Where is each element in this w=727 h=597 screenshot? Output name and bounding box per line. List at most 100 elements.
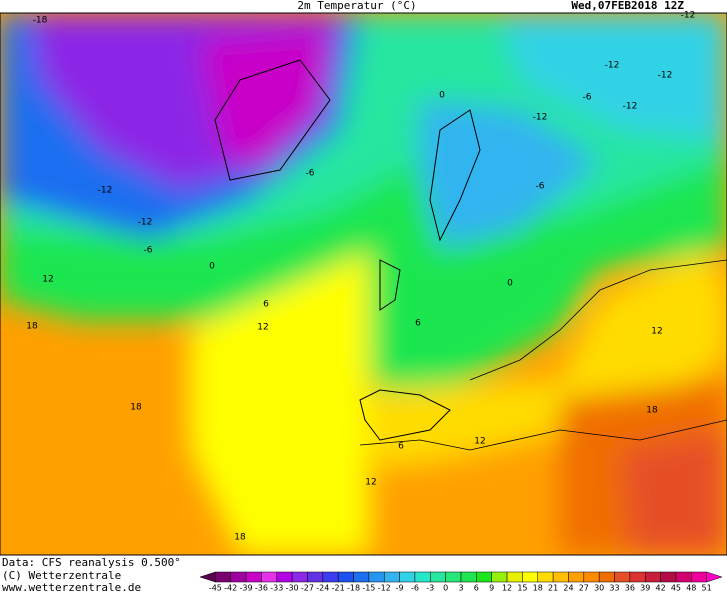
colorbar-tick-label: -24 [316,584,329,593]
colorbar-tick-label: 9 [489,584,494,593]
colorbar-tick-label: 21 [548,584,558,593]
contour-label: -12 [605,61,620,71]
colorbar-swatch [337,571,354,583]
contour-label: 18 [234,533,246,543]
colorbar-swatch [245,571,262,583]
colorbar-swatch [353,571,370,583]
contour-label: -6 [306,169,315,179]
colorbar-tick-label: -39 [240,584,253,593]
contour-label: -18 [33,16,48,26]
colorbar-cap [199,571,216,583]
contour-label: -12 [98,186,113,196]
colorbar-tick-label: -33 [270,584,283,593]
contour-label: -12 [681,11,696,21]
colorbar-cap [706,571,723,583]
contour-label: -12 [138,218,153,228]
colorbar-tick-label: 3 [458,584,463,593]
colorbar-swatch [660,571,677,583]
contour-label: -6 [583,93,592,103]
colorbar-tick-label: 27 [579,584,589,593]
contour-label: 0 [439,91,445,101]
contour-label: 12 [365,478,376,488]
contour-label: 0 [507,279,513,289]
colorbar-tick-label: 15 [517,584,527,593]
colorbar-swatch [291,571,308,583]
colorbar-tick-label: 6 [474,584,479,593]
colorbar-tick-label: 12 [502,584,512,593]
colorbar-swatch [568,571,585,583]
colorbar-tick-label: 0 [443,584,448,593]
contour-label: 0 [209,262,215,272]
colorbar-swatch [583,571,600,583]
contour-label: 6 [263,300,269,310]
data-source: Data: CFS reanalysis 0.500° [2,556,181,569]
map-title: 2m Temperatur (°C) [297,0,416,12]
contour-label: 6 [415,319,421,329]
contour-label: 6 [398,442,404,452]
colorbar-tick-label: 51 [702,584,712,593]
colorbar-swatch [399,571,416,583]
colorbar-tick-label: -15 [362,584,375,593]
colorbar-swatch [691,571,707,583]
colorbar-swatch [522,571,539,583]
colorbar-tick-label: -45 [209,584,222,593]
colorbar-tick-label: 42 [655,584,665,593]
contour-label: -12 [533,113,548,123]
colorbar-swatch [675,571,692,583]
contour-label: -6 [144,246,153,256]
colorbar-swatch [644,571,661,583]
contour-label: 18 [130,403,142,413]
colorbar-swatch [629,571,646,583]
colorbar-swatch [491,571,508,583]
contour-label: 18 [26,322,38,332]
contour-label: -6 [536,182,545,192]
coastlines [359,259,727,451]
contour-label: 12 [257,323,268,333]
colorbar-tick-label: -42 [224,584,237,593]
colorbar-swatch [383,571,400,583]
colorbar-swatch [598,571,615,583]
colorbar-tick-label: -9 [396,584,404,593]
colorbar-swatch [276,571,293,583]
colorbar-tick-label: -6 [411,584,419,593]
colorbar-swatch [476,571,492,583]
colorbar-tick-label: 45 [671,584,681,593]
colorbar-swatch [230,571,247,583]
colorbar-swatch [368,571,385,583]
colorbar-tick-label: 33 [609,584,619,593]
colorbar-swatch [614,571,631,583]
contour-label: 12 [651,327,662,337]
colorbar-tick-label: -3 [426,584,434,593]
copyright: (C) Wetterzentrale [2,569,121,582]
colorbar-swatch [215,571,231,583]
website: www.wetterzentrale.de [2,581,141,593]
colorbar-tick-label: 36 [625,584,635,593]
colorbar-tick-label: 24 [563,584,573,593]
coastlines [214,59,481,441]
contour-label: 12 [42,275,53,285]
colorbar-swatch [322,571,339,583]
colorbar-tick-label: -30 [286,584,299,593]
colorbar-tick-label: 48 [686,584,696,593]
colorbar-tick-label: -18 [347,584,360,593]
colorbar-tick-label: 30 [594,584,604,593]
colorbar-tick-label: -12 [378,584,391,593]
colorbar-tick-label: -36 [255,584,268,593]
colorbar-swatch [430,571,446,583]
colorbar-swatch [537,571,554,583]
colorbar-swatch [307,571,324,583]
map-frame [0,12,727,556]
colorbar: -45 -42 -39 -36 -33 -30 -27 -24 -21 -18 -15 -12 -9 -6… [199,571,723,593]
colorbar-swatch [261,571,278,583]
contour-label: -12 [658,71,673,81]
colorbar-swatch [506,571,523,583]
contour-label: -12 [623,102,638,112]
valid-time: Wed,07FEB2018 12Z [571,0,684,12]
colorbar-swatch [460,571,477,583]
temperature-field [0,13,727,555]
colorbar-tick-label: 39 [640,584,650,593]
colorbar-swatch [445,571,462,583]
colorbar-tick-label: -27 [301,584,314,593]
colorbar-tick-label: 18 [533,584,543,593]
